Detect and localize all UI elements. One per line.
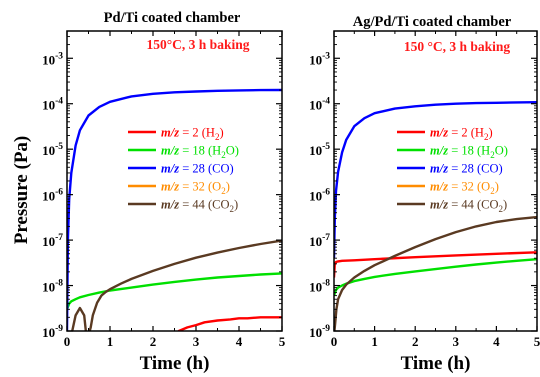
panel-title: Ag/Pd/Ti coated chamber [353,14,512,30]
legend-entry-3: m/z = 32 (O2) [430,180,499,197]
y-tick-label: 10-7 [42,233,63,249]
x-tick-label: 3 [193,334,200,349]
y-tick-exponent: -6 [322,188,330,198]
panel-ag-pd-ti: 0 1 2 3 4 5 10-9 10-8 10-7 10-6 10-5 10-4 10-3 Ag/Pd/… [309,14,540,374]
series-lines [67,88,282,331]
legend-entry-3: m/z = 32 (O2) [161,180,230,197]
baking-annotation: 150 °C, 3 h baking [404,39,511,54]
series-lines [334,101,537,331]
x-tick-label: 4 [236,334,243,349]
x-tick-label: 3 [453,334,460,349]
y-tick-label: 10-8 [309,279,330,295]
series-line-2 [67,88,282,331]
x-tick-label: 1 [371,334,378,349]
series-line-1 [334,258,537,297]
x-tick-label: 0 [64,334,71,349]
legend-entry-0: m/z = 2 (H2) [430,126,493,143]
series-line-4 [334,215,537,331]
legend-entry-1: m/z = 18 (H2O) [161,144,239,161]
y-tick-exponent: -9 [55,324,63,334]
x-tick-label: 2 [150,334,157,349]
legend-entry-2: m/z = 28 (CO) [161,162,234,176]
x-axis-label: Time (h) [401,353,471,374]
y-tick-label: 10-5 [42,142,63,158]
legend-entry-1: m/z = 18 (H2O) [430,144,508,161]
y-tick-exponent: -4 [55,97,63,107]
y-tick-exponent: -5 [322,142,330,152]
y-tick-exponent: -7 [322,233,330,243]
y-tick-label: 10-3 [309,51,330,67]
y-tick-label: 10-5 [309,142,330,158]
y-tick-exponent: -6 [55,188,63,198]
y-tick-exponent: -8 [55,279,63,289]
y-tick-label: 10-6 [309,188,330,204]
y-tick-exponent: -7 [55,233,63,243]
series-line-0 [177,316,282,331]
series-line-4 [71,239,282,331]
x-tick-label: 4 [493,334,500,349]
y-tick-exponent: -8 [322,279,330,289]
series-line-1 [67,272,282,310]
legend-entry-0: m/z = 2 (H2) [161,126,224,143]
y-tick-label: 10-7 [309,233,330,249]
y-tick-exponent: -3 [55,51,63,61]
x-axis-label: Time (h) [140,353,210,374]
series-line-2 [334,101,537,259]
y-tick-exponent: -9 [322,324,330,334]
y-tick-exponent: -3 [322,51,330,61]
y-tick-label: 10-6 [42,188,63,204]
panel-pd-ti: 0 1 2 3 4 5 10-9 10-8 10-7 10-6 10-5 10-4 10-3 Pd/Ti … [42,10,286,374]
y-tick-label: 10-4 [309,97,330,113]
legend-entry-4: m/z = 44 (CO2) [430,198,507,215]
y-tick-exponent: -4 [322,97,330,107]
x-tick-label: 5 [279,334,286,349]
series-line-0 [334,251,537,278]
y-axis-label: Pressure (Pa) [11,136,32,245]
legend-entry-2: m/z = 28 (CO) [430,162,503,176]
y-tick-label: 10-3 [42,51,63,67]
y-tick-label: 10-9 [42,324,63,340]
panel-title: Pd/Ti coated chamber [104,10,241,26]
y-tick-label: 10-8 [42,279,63,295]
y-tick-label: 10-9 [309,324,330,340]
x-tick-label: 0 [331,334,338,349]
baking-annotation: 150°C, 3 h baking [147,37,250,52]
x-tick-label: 5 [534,334,540,349]
legend-entry-4: m/z = 44 (CO2) [161,198,238,215]
y-tick-label: 10-4 [42,97,63,113]
x-tick-label: 1 [107,334,114,349]
y-tick-exponent: -5 [55,142,63,152]
x-tick-label: 2 [412,334,419,349]
